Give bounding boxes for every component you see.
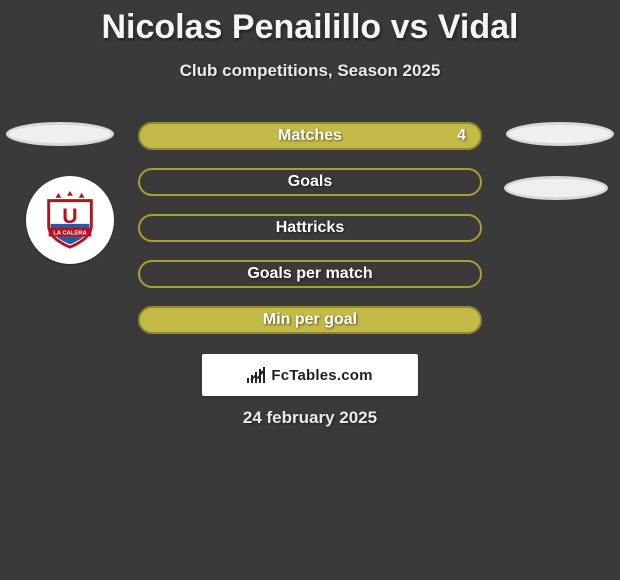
player-right-marker-1 (506, 122, 614, 146)
logo-ribbon-text: LA CALERA (53, 231, 87, 237)
stat-label: Goals (288, 173, 332, 191)
brand-attribution: FcTables.com (202, 354, 418, 396)
page-title: Nicolas Penailillo vs Vidal (0, 0, 620, 47)
subtitle: Club competitions, Season 2025 (0, 61, 620, 81)
stat-bar-hattricks: Hattricks (138, 214, 482, 242)
stats-container: Matches 4 Goals Hattricks Goals per matc… (138, 122, 482, 352)
date-label: 24 february 2025 (0, 408, 620, 428)
stat-bar-goals: Goals (138, 168, 482, 196)
shield-logo-icon: U LA CALERA (39, 189, 101, 251)
brand-text: FcTables.com (271, 367, 372, 384)
stat-label: Min per goal (263, 311, 357, 329)
player-left-marker (6, 122, 114, 146)
stat-bar-goals-per-match: Goals per match (138, 260, 482, 288)
stat-label: Goals per match (247, 265, 372, 283)
stat-bar-min-per-goal: Min per goal (138, 306, 482, 334)
stat-bar-matches: Matches 4 (138, 122, 482, 150)
svg-text:U: U (62, 204, 77, 228)
stat-value-right: 4 (457, 127, 466, 145)
stat-label: Matches (278, 127, 342, 145)
player-right-marker-2 (504, 176, 608, 200)
trend-arrow-icon (249, 367, 265, 383)
stat-label: Hattricks (276, 219, 344, 237)
team-logo-left: U LA CALERA (26, 176, 114, 264)
